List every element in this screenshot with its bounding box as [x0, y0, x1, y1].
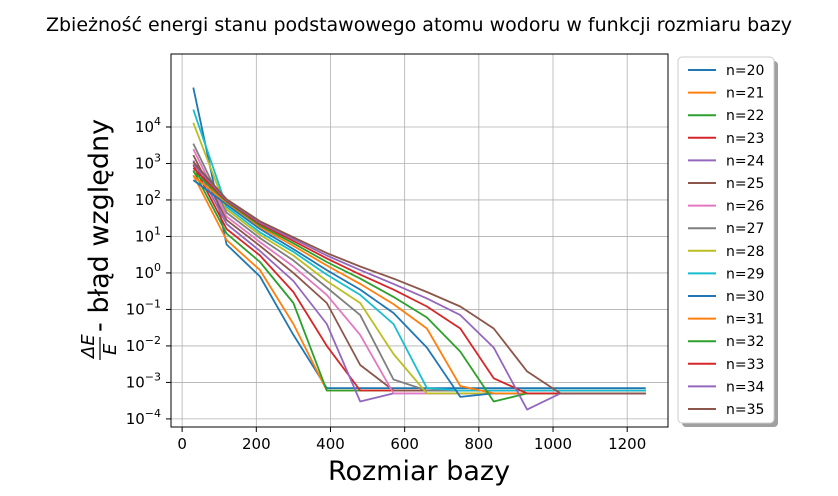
- series-lines: [192, 87, 646, 411]
- legend-label: n=28: [726, 244, 764, 260]
- legend-label: n=23: [726, 131, 764, 147]
- series-line-n=21: [192, 174, 646, 392]
- legend-label: n=24: [726, 153, 765, 169]
- y-axis-ticks: 10−4 10−3 10−2 10−1 100 101 102 103 104: [126, 115, 171, 428]
- y-tick-label: 101: [135, 224, 161, 245]
- legend-label: n=32: [726, 334, 764, 350]
- x-tick-label: 1200: [608, 435, 646, 453]
- legend-label: n=30: [726, 289, 764, 305]
- series-line-n=32: [192, 170, 646, 403]
- y-tick-label: 10−4: [126, 407, 161, 428]
- x-tick-label: 400: [316, 435, 345, 453]
- y-tick-label: 102: [135, 188, 161, 209]
- legend-label: n=29: [726, 266, 764, 282]
- y-axis-label-numerator: ΔE: [78, 334, 99, 360]
- y-axis-label-text: - błąd względny: [84, 119, 115, 332]
- series-line-n=27: [192, 143, 646, 392]
- chart-title: Zbieżność energi stanu podstawowego atom…: [46, 14, 792, 36]
- y-tick-label: 100: [135, 261, 161, 282]
- x-tick-label: 800: [465, 435, 494, 453]
- legend-label: n=21: [726, 86, 764, 102]
- y-axis-label-denominator: E: [100, 343, 121, 355]
- x-tick-label: 0: [177, 435, 187, 453]
- legend-label: n=26: [726, 199, 765, 215]
- y-tick-label: 10−2: [126, 334, 161, 355]
- series-line-n=22: [192, 169, 646, 392]
- y-tick-label: 10−1: [126, 297, 161, 318]
- legend-label: n=20: [726, 63, 764, 79]
- legend-label: n=34: [726, 379, 765, 395]
- series-line-n=24: [192, 160, 646, 403]
- legend-label: n=33: [726, 357, 764, 373]
- legend-label: n=22: [726, 108, 764, 124]
- legend-label: n=31: [726, 312, 764, 328]
- x-axis-label: Rozmiar bazy: [328, 456, 510, 487]
- y-tick-label: 104: [135, 115, 161, 136]
- legend: n=20 n=21 n=22 n=23 n=24 n=25 n=26 n=27 n=28 n=29…: [677, 56, 778, 427]
- series-line-n=35: [192, 161, 646, 395]
- x-tick-label: 200: [242, 435, 271, 453]
- legend-label: n=35: [726, 402, 764, 418]
- y-tick-label: 10−3: [126, 370, 161, 391]
- x-tick-label: 600: [390, 435, 419, 453]
- legend-box: [677, 56, 775, 424]
- y-tick-label: 103: [135, 151, 161, 172]
- series-line-n=29: [192, 109, 646, 392]
- grid: [171, 54, 668, 427]
- y-axis-label: ΔE E - błąd względny: [78, 119, 121, 360]
- legend-label: n=25: [726, 176, 764, 192]
- x-axis-ticks: 0 200 400 600 800 1000 1200: [177, 427, 646, 453]
- x-tick-label: 1000: [534, 435, 572, 453]
- series-line-n=31: [192, 175, 646, 395]
- series-line-n=34: [192, 163, 646, 411]
- plot-frame: [170, 53, 669, 428]
- series-line-n=20: [192, 87, 646, 390]
- legend-label: n=27: [726, 221, 764, 237]
- series-line-n=33: [192, 167, 646, 395]
